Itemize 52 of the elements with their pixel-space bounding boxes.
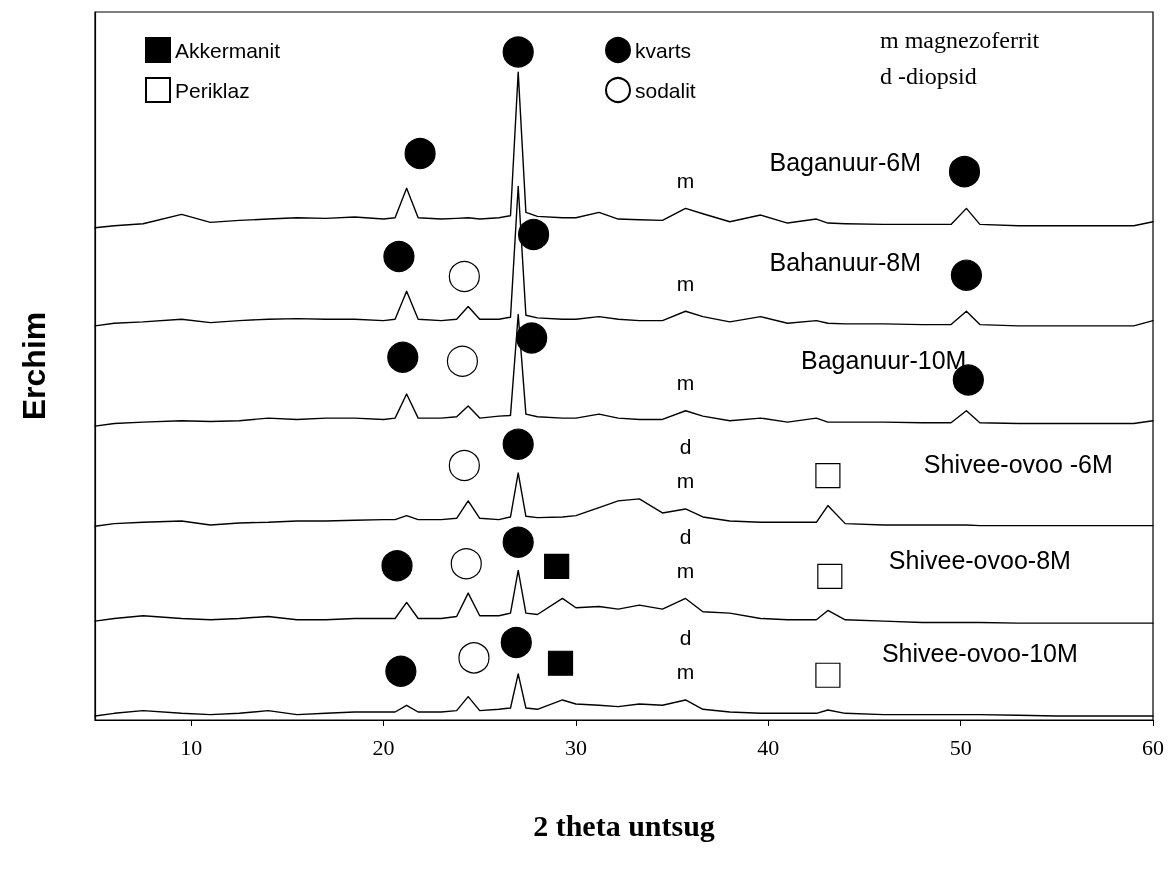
point — [948, 156, 981, 188]
annotation: m — [676, 558, 695, 582]
annotation: m — [676, 469, 695, 493]
point — [544, 553, 570, 579]
point — [815, 462, 841, 489]
point — [450, 548, 482, 580]
point — [448, 449, 480, 482]
legend-label: kvarts — [635, 38, 692, 62]
point — [502, 36, 534, 68]
legend-label: sodalit — [635, 78, 696, 102]
x-tick-label: 20 — [372, 734, 395, 760]
point — [502, 428, 534, 460]
x-axis-title: 2 theta untsug — [533, 808, 715, 842]
legend-label: Akkermanit — [175, 38, 281, 62]
point — [446, 345, 479, 377]
annotation: m — [676, 660, 695, 684]
point — [385, 655, 417, 687]
point — [516, 322, 548, 354]
point — [817, 563, 843, 589]
point — [448, 260, 480, 293]
annotation: Bahanuur-8M — [769, 247, 921, 276]
point — [458, 642, 490, 674]
x-tick-label: 60 — [1142, 734, 1164, 760]
point — [500, 626, 532, 659]
annotation: d -diopsid — [880, 63, 977, 89]
x-tick-label: 30 — [564, 734, 587, 760]
annotation: m — [676, 271, 695, 295]
point — [950, 259, 983, 291]
annotation: m — [676, 168, 695, 192]
annotation: d — [679, 626, 692, 650]
annotation: d — [679, 524, 692, 548]
point — [518, 218, 550, 251]
legend-label: Periklaz — [175, 78, 250, 102]
annotation: Shivee-ovoo-8M — [888, 546, 1071, 575]
point — [404, 138, 436, 170]
annotation: m — [676, 371, 695, 395]
annotation: Baganuur-10M — [801, 346, 967, 375]
y-axis-title: Erchim — [16, 311, 52, 421]
x-tick-label: 40 — [757, 734, 780, 760]
annotation: d — [679, 435, 692, 459]
point — [381, 550, 413, 582]
point — [502, 526, 534, 558]
x-tick-label: 50 — [949, 734, 972, 760]
annotation: Baganuur-6M — [769, 147, 921, 176]
point — [387, 341, 419, 373]
x-tick-label: 10 — [180, 734, 203, 760]
annotation: Shivee-ovoo-10M — [881, 638, 1078, 667]
point — [383, 240, 415, 273]
annotation: Shivee-ovoo -6M — [923, 449, 1113, 478]
annotation: m magnezoferrit — [880, 27, 1040, 53]
point — [815, 662, 841, 688]
point — [547, 650, 574, 676]
